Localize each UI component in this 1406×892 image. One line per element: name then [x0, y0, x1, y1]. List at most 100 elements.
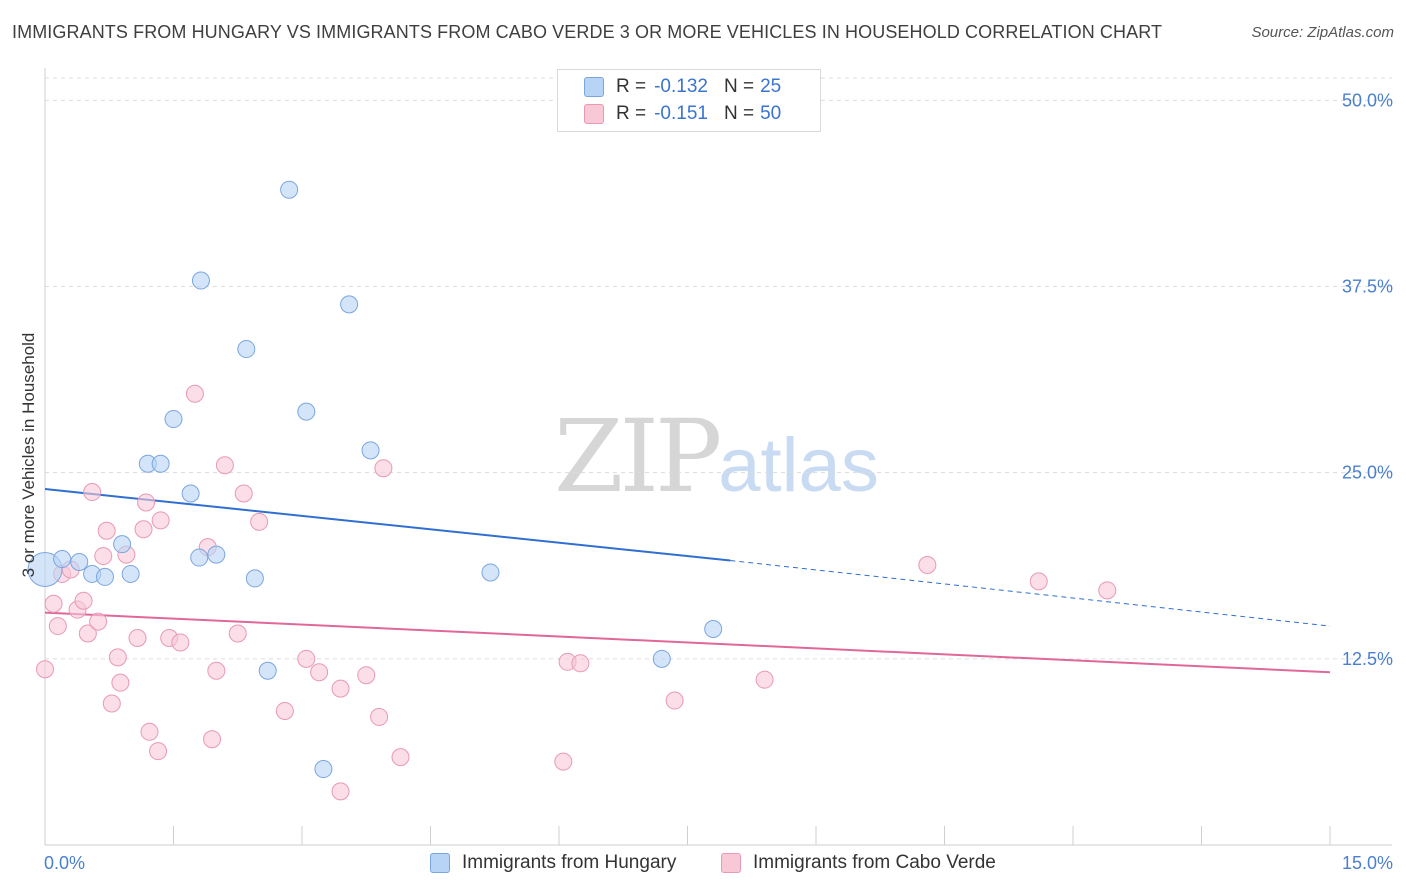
point-caboverde: [357, 666, 376, 685]
point-caboverde: [78, 624, 97, 643]
series-legend: Immigrants from Hungary Immigrants from …: [0, 852, 1406, 878]
point-caboverde: [331, 679, 350, 698]
point-hungary: [340, 295, 359, 314]
point-caboverde: [151, 511, 170, 530]
legend-n-value-caboverde: 50: [760, 103, 782, 124]
legend-r-value-hungary: -0.132: [654, 76, 708, 97]
stats-legend: R = -0.132 N = 25 R = -0.151 N = 50: [557, 69, 821, 132]
point-caboverde: [1098, 581, 1117, 600]
point-hungary: [70, 553, 89, 572]
point-caboverde: [1029, 572, 1048, 591]
point-hungary: [181, 484, 200, 503]
trend-layer: [44, 488, 1331, 674]
point-hungary: [113, 535, 132, 554]
y-tick-label: 50.0%: [1342, 90, 1393, 110]
point-caboverde: [94, 547, 113, 566]
point-caboverde: [234, 484, 253, 503]
legend-swatch-hungary: [584, 77, 604, 97]
watermark-atlas: atlas: [718, 423, 879, 508]
trend-line-hungary-extension: [730, 560, 1331, 627]
series-label-caboverde: Immigrants from Cabo Verde: [753, 852, 996, 873]
point-caboverde: [44, 594, 63, 613]
point-caboverde: [665, 691, 684, 710]
legend-r-label: R =: [616, 76, 647, 97]
point-caboverde: [102, 694, 121, 713]
point-hungary: [280, 180, 299, 199]
point-caboverde: [918, 556, 937, 575]
legend-n-label: N =: [723, 103, 755, 124]
series-legend-caboverde[interactable]: Immigrants from Cabo Verde: [721, 852, 996, 874]
point-hungary: [207, 545, 226, 564]
trend-line-hungary: [44, 488, 731, 562]
y-axis-label: 3 or more Vehicles in Household: [19, 332, 38, 578]
point-hungary: [164, 410, 183, 429]
legend-swatch-caboverde: [584, 104, 604, 124]
series-swatch-hungary: [430, 853, 450, 873]
legend-r-label: R =: [616, 103, 647, 124]
point-caboverde: [134, 520, 153, 539]
y-tick-label: 25.0%: [1342, 463, 1393, 483]
point-caboverde: [297, 649, 316, 668]
point-caboverde: [370, 707, 389, 726]
point-caboverde: [89, 612, 108, 631]
point-hungary: [151, 454, 170, 473]
point-caboverde: [374, 459, 393, 478]
point-caboverde: [331, 782, 350, 801]
y-tick-label: 12.5%: [1342, 649, 1393, 669]
point-caboverde: [203, 730, 222, 749]
point-caboverde: [554, 752, 573, 771]
legend-n-label: N =: [723, 76, 755, 97]
legend-n-value-hungary: 25: [760, 76, 782, 97]
point-caboverde: [140, 722, 159, 741]
points-layer: [27, 180, 1117, 801]
watermark: ZIPatlas: [554, 398, 879, 515]
point-hungary: [53, 550, 72, 569]
point-caboverde: [215, 456, 234, 475]
point-caboverde: [207, 661, 226, 680]
axis-layer: [44, 68, 1392, 846]
series-swatch-caboverde: [721, 853, 741, 873]
grid-layer: [45, 77, 1392, 660]
point-hungary: [237, 340, 256, 359]
point-caboverde: [185, 384, 204, 403]
trend-line-caboverde: [44, 611, 1331, 674]
source-label: Source: ZipAtlas.com: [1251, 24, 1394, 41]
point-hungary: [121, 564, 140, 583]
point-caboverde: [48, 617, 67, 636]
chart-title: IMMIGRANTS FROM HUNGARY VS IMMIGRANTS FR…: [12, 22, 1163, 42]
point-caboverde: [250, 512, 269, 531]
point-caboverde: [171, 633, 190, 652]
point-caboverde: [36, 660, 54, 679]
y-tick-label: 37.5%: [1342, 277, 1393, 297]
point-hungary: [95, 567, 114, 586]
point-hungary: [191, 271, 210, 290]
point-caboverde: [111, 673, 130, 692]
label-layer: 12.5% 25.0% 37.5% 50.0% 0.0% 15.0%: [44, 90, 1393, 873]
point-caboverde: [83, 483, 102, 502]
point-caboverde: [228, 624, 247, 643]
legend-r-value-caboverde: -0.151: [654, 103, 708, 124]
x-tick-label-min: 0.0%: [44, 853, 85, 873]
point-caboverde: [755, 670, 774, 689]
point-caboverde: [108, 648, 127, 667]
point-caboverde: [137, 493, 156, 512]
x-tick-label-max: 15.0%: [1342, 853, 1393, 873]
point-caboverde: [149, 742, 168, 761]
legend-row-hungary: R = -0.132 N = 25: [584, 75, 781, 99]
point-caboverde: [275, 701, 294, 720]
series-legend-hungary[interactable]: Immigrants from Hungary: [430, 852, 676, 874]
point-caboverde: [571, 654, 590, 673]
point-hungary: [361, 441, 380, 460]
point-caboverde: [97, 521, 116, 540]
watermark-zip: ZIP: [554, 398, 722, 515]
point-hungary: [245, 569, 264, 588]
point-caboverde: [310, 663, 329, 682]
point-hungary: [190, 548, 209, 567]
point-hungary: [258, 661, 277, 680]
series-label-hungary: Immigrants from Hungary: [462, 852, 677, 873]
point-hungary: [481, 563, 500, 582]
point-caboverde: [391, 748, 410, 767]
point-caboverde: [74, 591, 93, 610]
point-hungary: [704, 620, 723, 639]
